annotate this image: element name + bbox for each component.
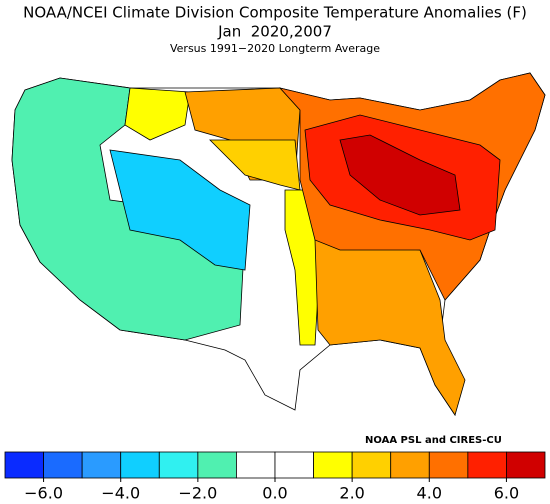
colorbar-tick-label: 4.0 — [417, 484, 442, 503]
colorbar-bin — [236, 451, 276, 479]
region-central-plains — [209, 139, 301, 191]
colorbar-bin — [43, 451, 83, 479]
map-period: Jan 2020,2007 — [217, 23, 332, 41]
colorbar-bin — [467, 451, 507, 479]
colorbar-bin — [390, 451, 430, 479]
region-north-plains — [124, 87, 191, 141]
map-subtitle: Versus 1991−2020 Longterm Average — [170, 42, 380, 55]
colorbar-tick-label: −2.0 — [178, 484, 217, 503]
region-core — [339, 134, 461, 216]
colorbar-bin — [158, 451, 199, 479]
colorbar-bin — [197, 451, 237, 479]
colorbar-bin — [351, 451, 392, 479]
colorbar-bin — [120, 451, 160, 479]
colorbar-tick-label: 0.0 — [262, 484, 287, 503]
map-title: NOAA/NCEI Climate Division Composite Tem… — [23, 4, 527, 22]
colorbar: −6.0 −4.0 −2.0 0.0 2.0 4.0 6.0 — [4, 451, 546, 503]
colorbar-tick-label: 2.0 — [339, 484, 364, 503]
us-map — [11, 72, 546, 417]
colorbar-bin — [4, 451, 44, 479]
colorbar-tick-label: −6.0 — [24, 484, 63, 503]
region-south — [314, 239, 466, 416]
colorbar-bin — [506, 451, 546, 479]
colorbar-bin — [428, 451, 469, 479]
colorbar-tick-label: −4.0 — [101, 484, 140, 503]
credit: NOAA PSL and CIRES-CU — [365, 435, 502, 446]
colorbar-bin — [274, 451, 314, 479]
colorbar-bin — [81, 451, 122, 479]
colorbar-tick-label: 6.0 — [494, 484, 519, 503]
colorbar-bin — [313, 451, 353, 479]
region-mountain — [109, 149, 251, 271]
